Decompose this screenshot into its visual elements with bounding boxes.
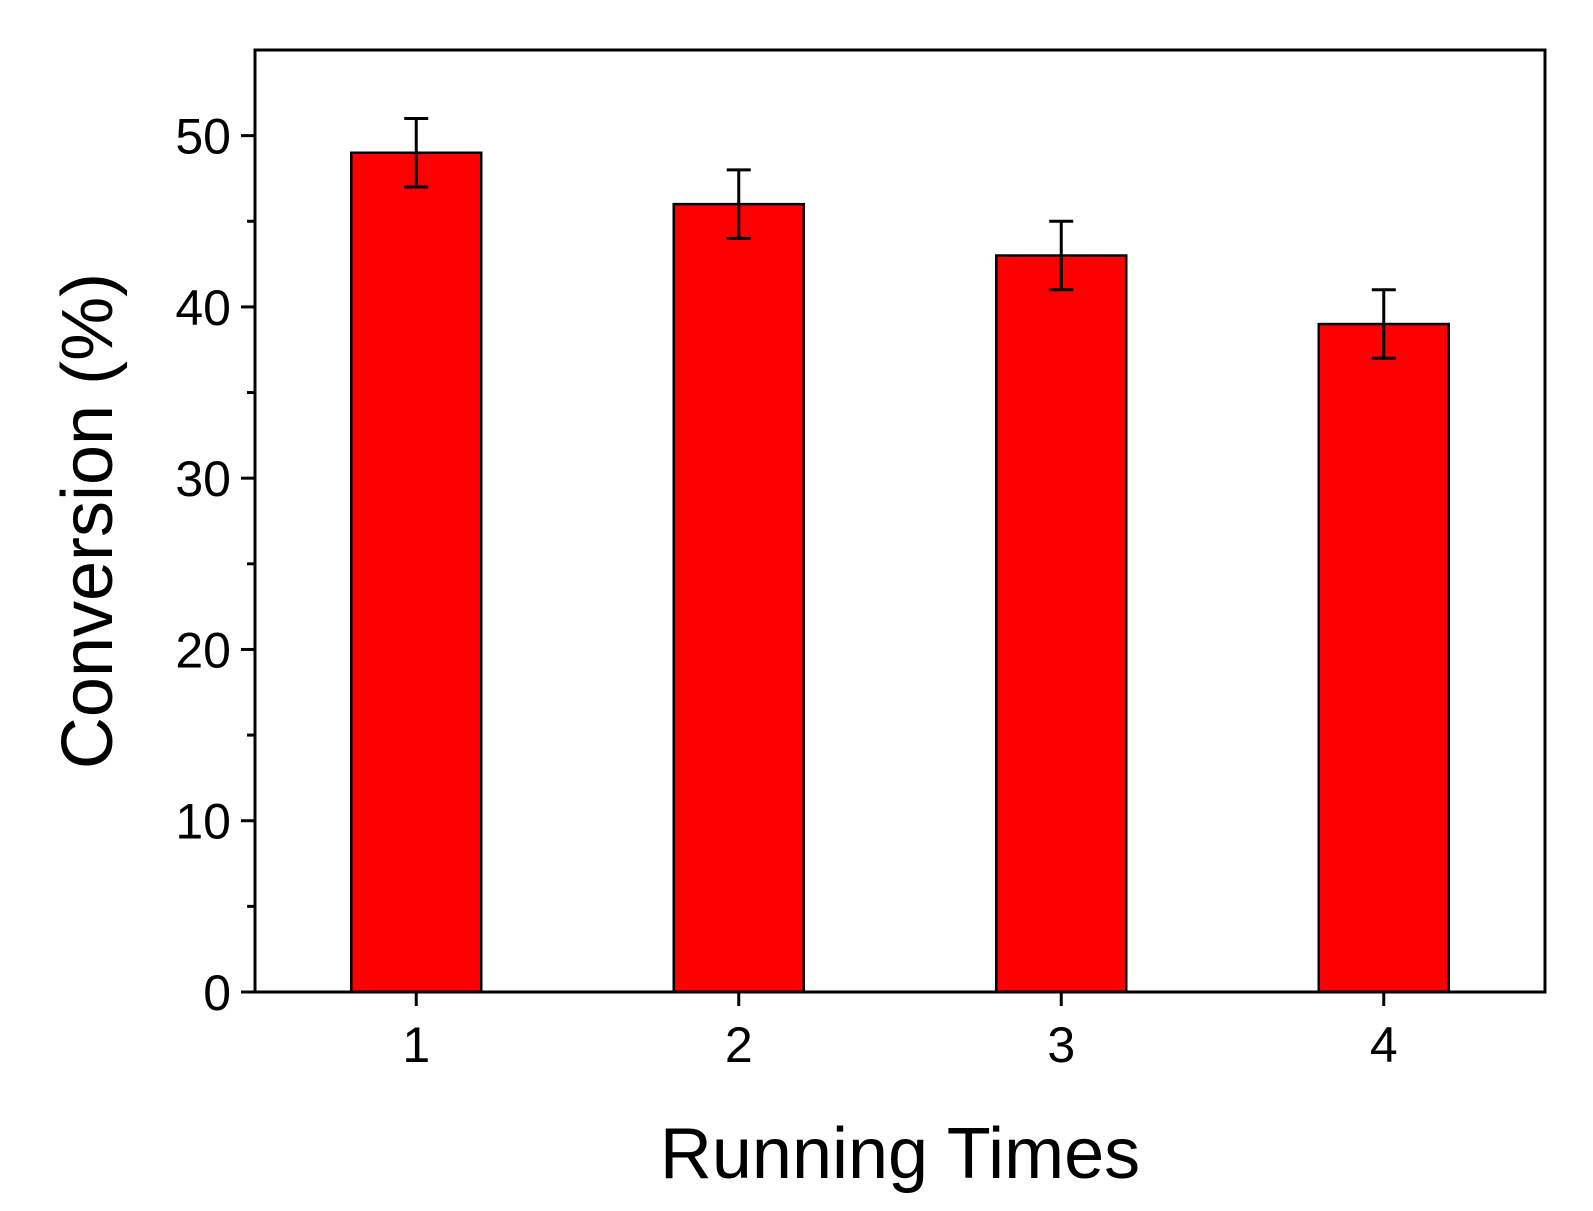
bar-2 xyxy=(672,202,805,994)
y-tick-label-0: 0 xyxy=(203,965,231,1021)
y-tick-label-40: 40 xyxy=(175,280,231,336)
plot-frame xyxy=(253,48,1547,994)
y-tick-label-10: 10 xyxy=(175,794,231,850)
y-axis-title: Conversion (%) xyxy=(48,273,128,769)
bar-1 xyxy=(350,151,483,994)
x-tick-label-4: 4 xyxy=(1370,1017,1398,1073)
y-tick-label-30: 30 xyxy=(175,451,231,507)
y-tick-label-20: 20 xyxy=(175,622,231,678)
bar-3 xyxy=(995,254,1128,994)
error-bar-2 xyxy=(726,168,751,240)
bar-4 xyxy=(1317,322,1450,994)
error-bars-group xyxy=(404,117,1396,360)
bars-group xyxy=(350,151,1450,994)
error-bar-1 xyxy=(404,117,429,189)
error-bar-4 xyxy=(1371,288,1396,360)
x-tick-label-3: 3 xyxy=(1047,1017,1075,1073)
y-tick-label-50: 50 xyxy=(175,109,231,165)
error-bar-3 xyxy=(1049,219,1074,292)
x-axis-ticks: 1 2 3 4 xyxy=(402,992,1398,1073)
x-axis-title: Running Times xyxy=(660,1114,1140,1194)
y-axis-ticks: 0 10 20 30 40 50 xyxy=(175,109,255,1021)
x-tick-label-2: 2 xyxy=(725,1017,753,1073)
x-tick-label-1: 1 xyxy=(402,1017,430,1073)
